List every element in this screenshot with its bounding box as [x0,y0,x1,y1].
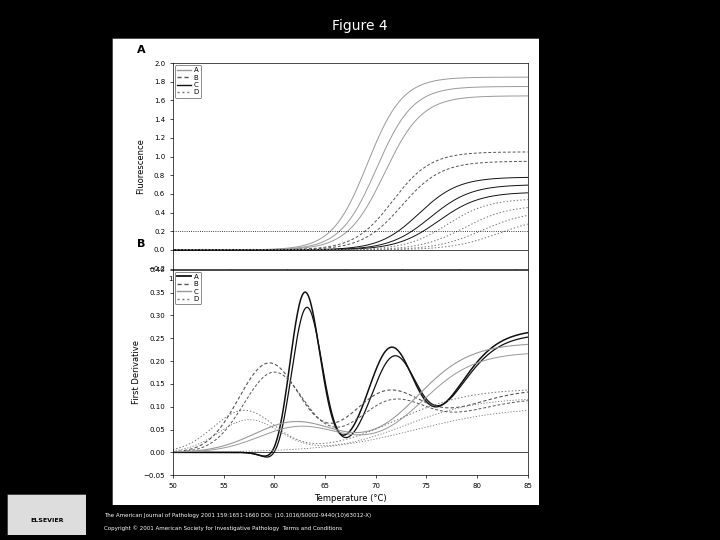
Text: B: B [138,239,145,249]
Y-axis label: Fluorescence: Fluorescence [136,138,145,194]
Legend: A, B, C, D: A, B, C, D [175,65,201,98]
X-axis label: Temperature (°C): Temperature (°C) [314,495,387,503]
Y-axis label: First Derivative: First Derivative [132,340,141,404]
Legend: A, B, C, D: A, B, C, D [175,272,201,304]
Text: The American Journal of Pathology 2001 159:1651-1660 DOI: (10.1016/S0002-9440(10: The American Journal of Pathology 2001 1… [104,513,372,518]
Text: Figure 4: Figure 4 [332,19,388,33]
Text: Copyright © 2001 American Society for Investigative Pathology  Terms and Conditi: Copyright © 2001 American Society for In… [104,525,343,530]
Text: ELSEVIER: ELSEVIER [30,518,63,523]
X-axis label: Cycle Number: Cycle Number [320,288,380,297]
Text: A: A [138,45,146,55]
